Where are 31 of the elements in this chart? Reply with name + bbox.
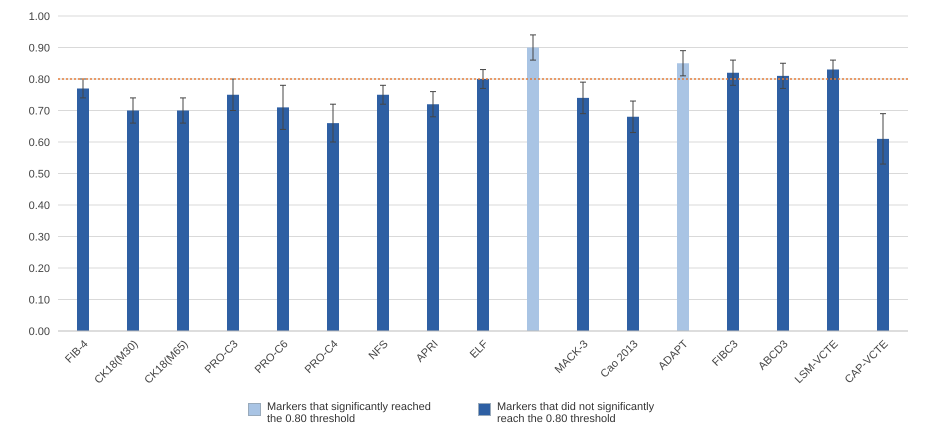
bar	[277, 107, 289, 331]
bar	[477, 79, 489, 331]
bar	[227, 94, 239, 331]
bar	[727, 72, 739, 331]
y-tick-label: 0.00	[28, 326, 50, 338]
y-tick-label: 0.90	[28, 42, 50, 54]
bar	[877, 138, 889, 331]
legend-label: Markers that did not significantly reach the 0.80 threshold	[497, 401, 656, 425]
y-tick-label: 0.10	[28, 294, 50, 306]
bar	[777, 76, 789, 331]
y-tick-label: 0.40	[28, 200, 50, 212]
bar	[127, 110, 139, 331]
y-tick-label: 0.20	[28, 262, 50, 275]
bar	[377, 94, 389, 331]
y-tick-label: 0.70	[28, 105, 50, 118]
bar	[677, 63, 689, 331]
bar	[627, 116, 639, 331]
legend-label: Markers that significantly reached the 0.80 threshold	[267, 401, 432, 425]
y-tick-label: 0.50	[28, 168, 50, 180]
bar	[77, 88, 89, 331]
bar	[177, 110, 189, 331]
y-tick-label: 0.60	[28, 136, 50, 149]
bar	[527, 48, 539, 331]
y-tick-label: 1.00	[28, 10, 50, 23]
bar	[827, 70, 839, 331]
y-tick-label: 0.80	[28, 74, 50, 86]
bar	[577, 98, 589, 331]
bar	[427, 104, 439, 331]
y-tick-label: 0.30	[28, 231, 50, 244]
x-tick-label: ELF	[468, 338, 491, 361]
bar	[327, 123, 339, 331]
